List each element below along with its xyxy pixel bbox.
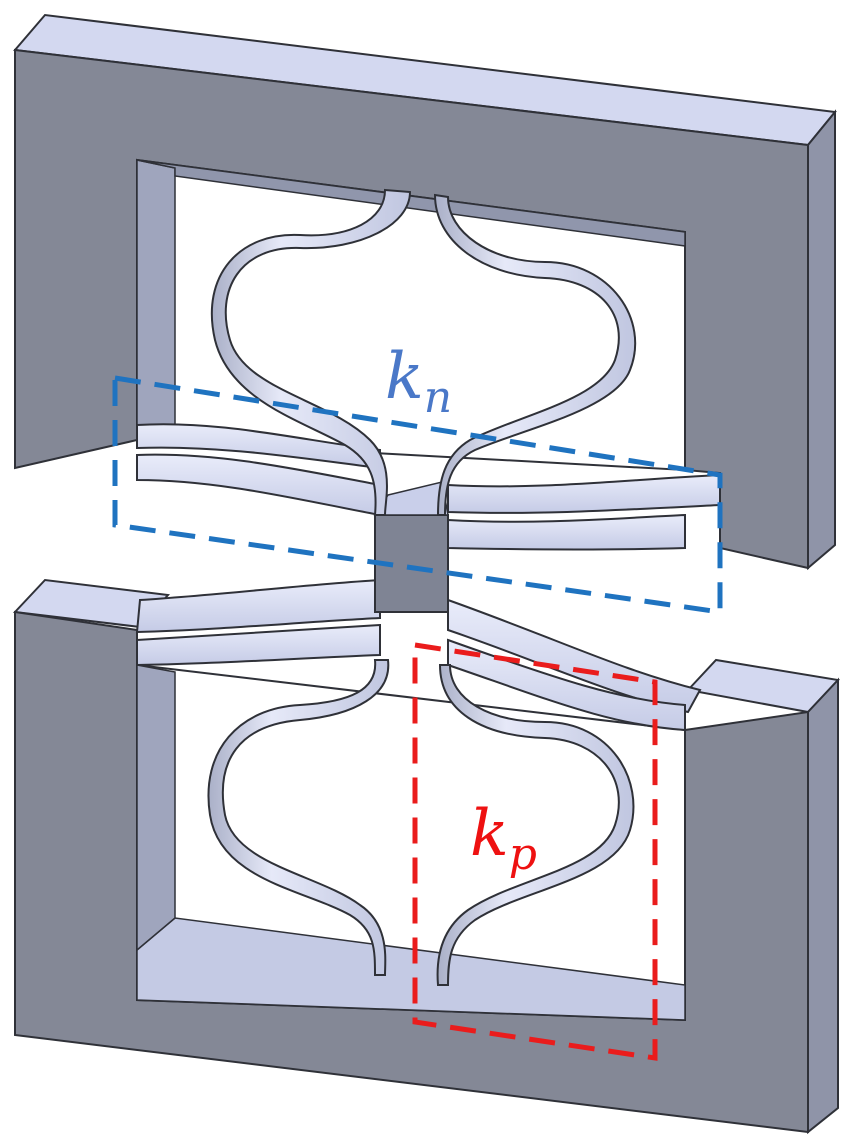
lower-frame [12,578,841,1135]
kn-label-base: k [385,340,424,414]
spring-upper-left [210,188,412,516]
beam-lower-left-2 [136,623,381,667]
beam-lower-right-1 [447,598,702,714]
kn-region: kn [112,340,723,615]
spring-lower-left [207,659,390,976]
beam-lower-left-1 [135,578,381,634]
beam-lower-right-2 [447,638,686,732]
lower-curved-springs [207,659,635,986]
lower-window-left-wall [136,664,176,952]
upper-frame-side-face [807,109,836,571]
upper-window-top-wall [136,159,686,247]
kp-label: kp [470,797,537,880]
beam-upper-right-2 [447,513,686,551]
kn-label-sub: n [424,372,452,423]
lower-frame-top-face [12,578,170,629]
kp-dashed-box [412,642,658,1061]
upper-frame [13,13,837,571]
kp-region: kp [412,642,658,1061]
horizontal-beams [135,423,721,732]
lower-frame-side-face [807,677,839,1135]
spring-lower-right [436,664,635,986]
upper-window-left-wall [136,159,176,441]
beam-upper-right-1 [447,473,721,514]
kn-dashed-box [112,375,723,615]
kp-label-sub: p [509,829,537,880]
kn-label: kn [385,340,452,423]
kp-label-base: k [470,797,509,871]
central-shuttle [373,481,449,613]
